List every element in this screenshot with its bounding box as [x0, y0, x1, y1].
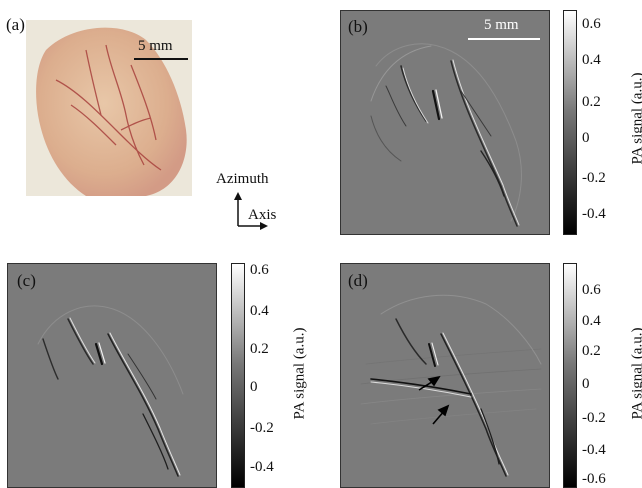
panel-c-label: (c) — [17, 271, 36, 290]
panel-d-label: (d) — [348, 271, 368, 290]
pa-image-b — [340, 10, 550, 235]
colorbar-c-tick: 0.4 — [250, 303, 269, 319]
pa-image-c — [7, 263, 217, 488]
panel-b-label: (b) — [348, 17, 368, 36]
scale-bar-b — [468, 38, 540, 40]
colorbar-d-tick: -0.4 — [582, 442, 606, 458]
pa-image-b-structures — [370, 43, 522, 227]
colorbar-d-label: PA signal (a.u.) — [629, 327, 642, 420]
arrow-marker-icon — [432, 404, 450, 425]
colorbar-b — [563, 10, 577, 235]
colorbar-c-tick: 0.2 — [250, 341, 269, 357]
colorbar-b-tick: 0.4 — [582, 52, 601, 68]
tissue-photo — [26, 20, 192, 196]
colorbar-b-tick: 0.2 — [582, 94, 601, 110]
colorbar-d-tick: 0.6 — [582, 282, 601, 298]
colorbar-d-tick: 0.2 — [582, 343, 601, 359]
colorbar-d-tick: -0.6 — [582, 471, 606, 487]
colorbar-c-tick: -0.4 — [250, 459, 274, 475]
azimuth-label: Azimuth — [216, 171, 269, 187]
colorbar-b-tick: -0.4 — [582, 206, 606, 222]
colorbar-b-tick: 0 — [582, 130, 590, 146]
colorbar-b-tick: 0.6 — [582, 16, 601, 32]
axis-label: Axis — [248, 207, 277, 223]
scale-bar-b-label: 5 mm — [484, 17, 519, 33]
pa-image-d — [340, 263, 550, 488]
tissue-photo-drawing — [26, 20, 192, 196]
colorbar-c-tick: 0.6 — [250, 262, 269, 278]
colorbar-c-tick: 0 — [250, 379, 258, 395]
colorbar-b-label: PA signal (a.u.) — [629, 72, 642, 165]
pa-image-d-structures — [360, 294, 542, 477]
colorbar-d-tick: 0 — [582, 376, 590, 392]
arrow-marker-icon — [418, 375, 441, 391]
scale-bar-a — [134, 58, 188, 60]
colorbar-d-tick: -0.2 — [582, 410, 606, 426]
pa-image-c-structures — [37, 305, 184, 477]
colorbar-c-tick: -0.2 — [250, 420, 274, 436]
colorbar-b-tick: -0.2 — [582, 170, 606, 186]
colorbar-c-label: PA signal (a.u.) — [291, 327, 308, 420]
panel-a-label: (a) — [6, 15, 25, 34]
colorbar-d-tick: 0.4 — [582, 313, 601, 329]
orientation-arrows-icon — [234, 192, 268, 230]
scale-bar-a-label: 5 mm — [138, 38, 173, 54]
